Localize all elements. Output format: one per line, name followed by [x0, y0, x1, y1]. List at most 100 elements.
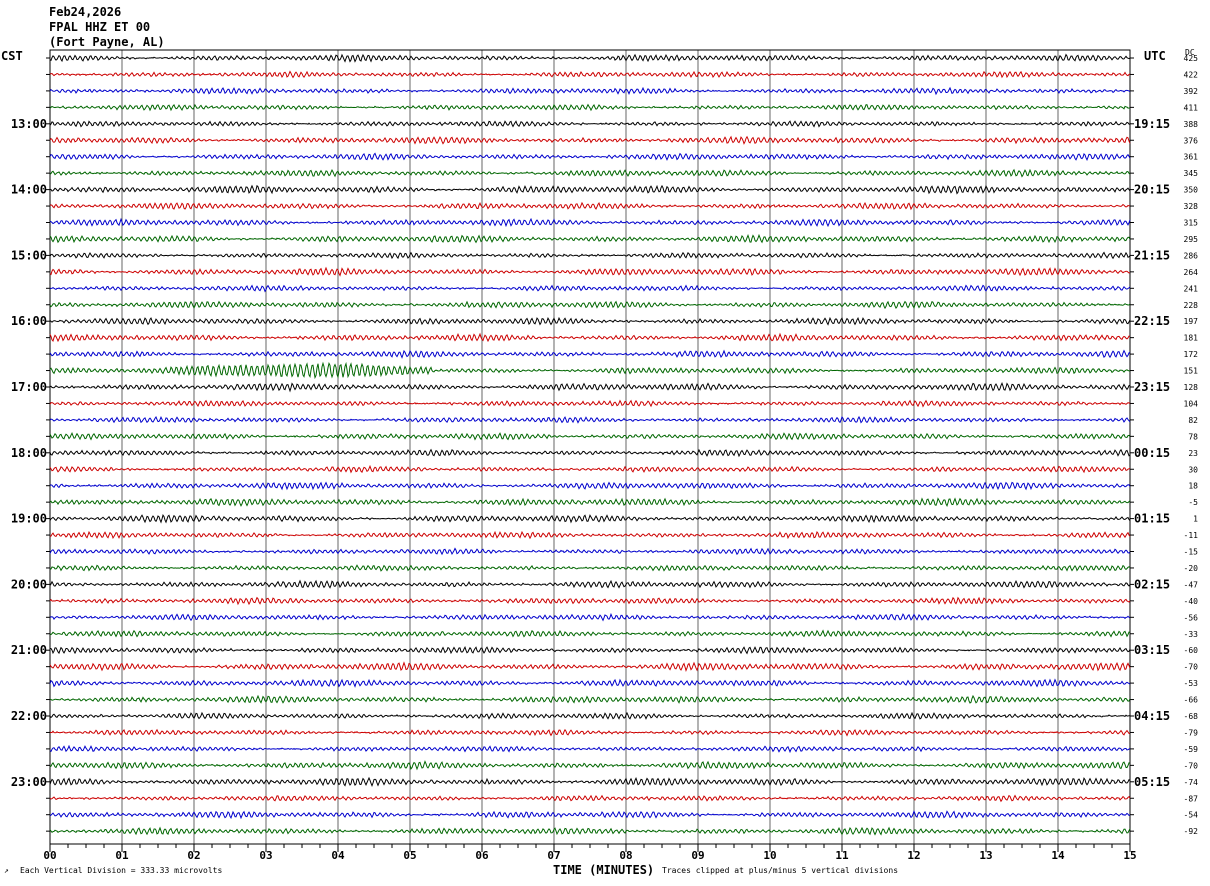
trace-line	[49, 381, 1131, 393]
dc-offset-label: 388	[1184, 120, 1199, 129]
dc-offset-label: -59	[1184, 745, 1199, 754]
dc-offset-header: DC	[1185, 48, 1195, 57]
right-hour-label: 03:15	[1134, 643, 1170, 657]
dc-offset-label: 315	[1184, 219, 1199, 228]
dc-offset-label: 411	[1184, 103, 1199, 112]
trace-line	[49, 284, 1131, 293]
dc-offset-label: -56	[1184, 613, 1199, 622]
dc-offset-label: -54	[1184, 811, 1199, 820]
dc-offset-label: 295	[1184, 235, 1199, 244]
trace-line	[49, 152, 1131, 162]
left-hour-label: 18:00	[11, 446, 47, 460]
trace-line	[49, 464, 1131, 474]
trace-line	[49, 481, 1131, 491]
trace-line	[49, 794, 1131, 803]
right-hour-label: 00:15	[1134, 446, 1170, 460]
dc-offset-label: 128	[1184, 383, 1199, 392]
left-hour-label: 22:00	[11, 709, 47, 723]
trace-line	[49, 579, 1131, 589]
station-code: FPAL HHZ ET 00	[49, 20, 151, 34]
trace-line	[49, 53, 1131, 63]
trace-line	[49, 431, 1131, 441]
trace-line	[49, 629, 1131, 638]
dc-offset-label: 78	[1188, 432, 1198, 441]
dc-offset-label: 422	[1184, 70, 1199, 79]
trace-line	[49, 399, 1131, 408]
dc-offset-label: -70	[1184, 663, 1199, 672]
dc-offset-label: -33	[1184, 630, 1199, 639]
dc-offset-label: -66	[1184, 696, 1199, 705]
trace-line	[49, 612, 1131, 622]
trace-line	[49, 514, 1131, 524]
trace-line	[49, 168, 1131, 178]
trace-line	[49, 201, 1131, 211]
dc-offset-label: -87	[1184, 794, 1199, 803]
trace-line	[49, 316, 1131, 326]
x-tick-label: 00	[43, 849, 56, 862]
x-tick-label: 04	[331, 849, 345, 862]
trace-line	[49, 678, 1131, 688]
dc-offset-label: 361	[1184, 153, 1199, 162]
dc-offset-label: 30	[1188, 465, 1198, 474]
plot-date: Feb24,2026	[49, 5, 122, 19]
x-tick-label: 14	[1051, 849, 1065, 862]
station-location: (Fort Payne, AL)	[49, 35, 165, 49]
dc-offset-label: -40	[1184, 597, 1199, 606]
left-hour-label: 23:00	[11, 775, 47, 789]
trace-line	[49, 448, 1131, 458]
x-tick-label: 10	[763, 849, 776, 862]
trace-line	[49, 497, 1131, 508]
plot-labels: 00 01 02 03 04 05 06 07 08 09 10 11 12 13 14 15 425 422 39…	[11, 54, 1198, 862]
dc-offset-label: 425	[1184, 54, 1199, 63]
trace-line	[49, 826, 1131, 836]
x-tick-label: 02	[187, 849, 200, 862]
trace-line	[50, 645, 1131, 655]
dc-offset-label: 376	[1184, 136, 1199, 145]
trace-line	[49, 810, 1131, 820]
dc-offset-label: -47	[1184, 580, 1199, 589]
trace-line	[49, 661, 1131, 672]
dc-offset-label: -11	[1184, 531, 1199, 540]
left-hour-label: 16:00	[11, 314, 47, 328]
dc-offset-label: 350	[1184, 186, 1199, 195]
x-tick-label: 15	[1123, 849, 1136, 862]
right-hour-label: 23:15	[1134, 380, 1170, 394]
x-tick-label: 13	[979, 849, 992, 862]
left-timezone-label: CST	[1, 49, 23, 63]
right-hour-label: 22:15	[1134, 314, 1170, 328]
dc-offset-label: 241	[1184, 284, 1199, 293]
right-hour-label: 04:15	[1134, 709, 1170, 723]
trace-line	[49, 251, 1131, 260]
trace-line	[49, 760, 1131, 771]
x-tick-label: 12	[907, 849, 920, 862]
dc-offset-label: -79	[1184, 728, 1199, 737]
dc-offset-label: -74	[1184, 778, 1199, 787]
trace-line	[49, 349, 1131, 359]
trace-line	[49, 300, 1131, 310]
trace-line	[49, 547, 1131, 556]
x-tick-label: 07	[547, 849, 560, 862]
dc-offset-label: 151	[1184, 367, 1199, 376]
scale-icon: ↗	[4, 866, 9, 875]
seismic-traces	[49, 53, 1131, 836]
trace-line	[49, 776, 1131, 787]
dc-offset-label: 228	[1184, 301, 1199, 310]
x-tick-label: 01	[115, 849, 129, 862]
trace-line	[49, 120, 1131, 128]
plot-frame	[49, 49, 1131, 845]
trace-line	[49, 564, 1131, 572]
trace-line	[49, 530, 1131, 540]
x-tick-label: 05	[403, 849, 416, 862]
dc-offset-label: -68	[1184, 712, 1199, 721]
trace-line	[49, 135, 1131, 145]
left-hour-label: 14:00	[11, 183, 47, 197]
dc-offset-label: -15	[1184, 548, 1199, 557]
right-hour-label: 20:15	[1134, 183, 1170, 197]
trace-line	[49, 103, 1130, 112]
x-tick-label: 08	[619, 849, 632, 862]
trace-line	[49, 332, 1130, 343]
dc-offset-label: -5	[1188, 498, 1198, 507]
x-tick-label: 06	[475, 849, 489, 862]
scale-note: Each Vertical Division = 333.33 microvol…	[20, 866, 223, 875]
